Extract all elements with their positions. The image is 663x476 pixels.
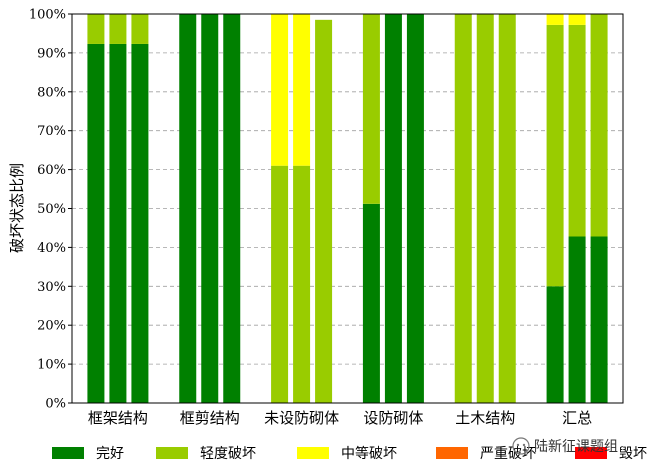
legend-label: 完好 bbox=[96, 446, 124, 462]
bar-segment-完好 bbox=[362, 203, 380, 403]
bar-segment-轻度破坏 bbox=[568, 24, 586, 237]
legend-label: 中等破坏 bbox=[341, 445, 397, 462]
bar-segment-轻度破坏 bbox=[362, 14, 380, 204]
bar-segment-完好 bbox=[590, 236, 608, 403]
y-tick-label: 90% bbox=[37, 46, 66, 61]
bar-segment-轻度破坏 bbox=[109, 14, 127, 44]
bar-segment-轻度破坏 bbox=[315, 19, 333, 404]
bar-segment-完好 bbox=[179, 14, 197, 403]
y-tick-label: 100% bbox=[29, 8, 66, 23]
y-tick-label: 30% bbox=[37, 280, 66, 295]
y-tick-label: 20% bbox=[37, 319, 66, 334]
x-category-labels: 框架结构 框剪结构 未设防砌体 设防砌体 土木结构 汇总 bbox=[88, 409, 592, 427]
bar-segment-中等破坏 bbox=[271, 14, 289, 166]
x-category-label: 框架结构 bbox=[88, 409, 148, 427]
gridlines bbox=[72, 52, 623, 365]
plot-frame bbox=[71, 13, 624, 404]
x-category-label: 框剪结构 bbox=[180, 409, 240, 427]
y-tick-label: 60% bbox=[37, 163, 66, 178]
axes bbox=[68, 13, 624, 404]
legend-swatch bbox=[297, 447, 329, 459]
bar-segment-完好 bbox=[223, 14, 241, 403]
bar-segment-完好 bbox=[201, 14, 219, 403]
y-tick-labels: 0% 10% 20% 30% 40% 50% 60% 70% 80% 90% 100% bbox=[29, 8, 66, 412]
x-category-label: 设防砌体 bbox=[363, 409, 423, 427]
x-category-label: 汇总 bbox=[562, 409, 592, 427]
bar-segment-轻度破坏 bbox=[454, 14, 472, 403]
wechat-icon bbox=[512, 437, 530, 455]
bar-segment-轻度破坏 bbox=[87, 14, 105, 44]
watermark-text: 陆新征课题组 bbox=[534, 439, 618, 455]
bar-segment-中等破坏 bbox=[293, 14, 311, 166]
bar-segment-完好 bbox=[546, 286, 564, 403]
legend-swatch bbox=[436, 447, 468, 459]
bar-segment-完好 bbox=[131, 43, 149, 403]
bar-segment-轻度破坏 bbox=[546, 24, 564, 287]
bar-segment-中等破坏 bbox=[546, 14, 564, 25]
x-category-label: 未设防砌体 bbox=[264, 409, 339, 427]
bar-segment-轻度破坏 bbox=[131, 14, 149, 44]
legend-swatch bbox=[575, 447, 607, 459]
bar-segment-轻度破坏 bbox=[476, 14, 494, 403]
x-category-label: 土木结构 bbox=[455, 409, 515, 427]
legend: 完好 轻度破坏 中等破坏 严重破坏 毁坏 bbox=[52, 445, 647, 462]
bar-segment-完好 bbox=[384, 14, 402, 403]
y-tick-label: 10% bbox=[37, 358, 66, 373]
legend-swatch bbox=[156, 447, 188, 459]
y-axis-title: 破坏状态比例 bbox=[8, 163, 26, 253]
y-tick-label: 80% bbox=[37, 85, 66, 100]
legend-swatch bbox=[52, 447, 84, 459]
bar-segment-轻度破坏 bbox=[590, 14, 608, 237]
bar-segment-轻度破坏 bbox=[271, 165, 289, 403]
legend-label: 严重破坏 bbox=[480, 446, 536, 462]
bar-segment-完好 bbox=[406, 14, 424, 403]
bar-segment-中等破坏 bbox=[568, 14, 586, 25]
y-tick-label: 0% bbox=[45, 397, 66, 412]
bar-segment-完好 bbox=[87, 43, 105, 403]
y-tick-label: 50% bbox=[37, 202, 66, 217]
legend-label: 毁坏 bbox=[619, 446, 647, 462]
bar-segment-轻度破坏 bbox=[293, 165, 311, 403]
bar-marks bbox=[87, 14, 608, 404]
legend-label: 轻度破坏 bbox=[200, 446, 256, 462]
y-tick-label: 70% bbox=[37, 124, 66, 139]
bar-segment-完好 bbox=[109, 43, 127, 403]
bar-segment-轻度破坏 bbox=[498, 14, 516, 403]
watermark: 陆新征课题组 bbox=[512, 437, 618, 455]
y-tick-label: 40% bbox=[37, 241, 66, 256]
bar-segment-完好 bbox=[568, 236, 586, 403]
